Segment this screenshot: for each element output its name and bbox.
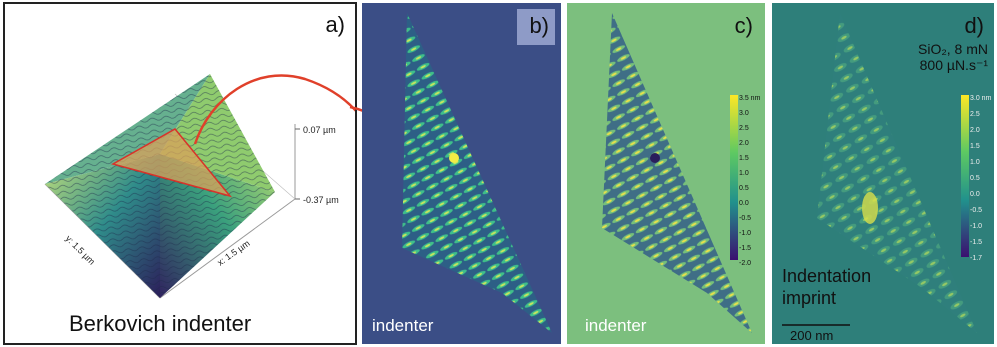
imprint-region xyxy=(602,13,752,333)
colorbar-c-tick: -1.0 xyxy=(739,230,752,237)
panel-d-annotation: SiO₂, 8 mN 800 µN.s⁻¹ xyxy=(918,41,988,73)
scale-bar-label: 200 nm xyxy=(790,328,834,343)
colorbar-d-tick: 3.0 nm xyxy=(970,95,992,102)
colorbar-d-tick: 2.0 xyxy=(970,127,980,134)
arrow-to-panel-b xyxy=(193,74,355,145)
caption-line-1: Indentation xyxy=(782,266,872,286)
panel-b-caption: indenter xyxy=(372,316,434,335)
panel-c-label: c) xyxy=(734,13,753,38)
colorbar-c-tick: -2.0 xyxy=(739,260,752,267)
imprint-region xyxy=(817,13,977,333)
colorbar-d-tick: 2.5 xyxy=(970,111,980,118)
colorbar-c-tick: -1.5 xyxy=(739,245,752,252)
colorbar-c-tick: 1.0 xyxy=(739,170,749,177)
colorbar-c-tick: 2.5 xyxy=(739,125,749,132)
colorbar-d-tick: -0.5 xyxy=(970,207,983,214)
colorbar-d-tick: 1.0 xyxy=(970,159,980,166)
colorbar-c-tick: 0.5 xyxy=(739,185,749,192)
colorbar-d-tick: 0.0 xyxy=(970,191,980,198)
colorbar-d-tick: 0.5 xyxy=(970,175,980,182)
panel-d-map xyxy=(782,13,977,333)
colorbar-c-tick: 2.0 xyxy=(739,140,749,147)
panel-c-caption: indenter xyxy=(585,316,647,335)
panel-c-map xyxy=(602,13,752,333)
colorbar-d-ticks: 3.0 nm 2.5 2.0 1.5 1.0 0.5 0.0 -0.5 -1.0… xyxy=(970,91,994,267)
colorbar-d-tick: -1.7 xyxy=(970,255,983,262)
z-top-label: 0.07 µm xyxy=(303,125,336,135)
panel-b-label: b) xyxy=(529,13,549,38)
colorbar-d-tick: -1.5 xyxy=(970,239,983,246)
panel-a-3d-indenter: 0.07 µm -0.37 µm x: 1.5 µm y: 1.5 µm a) … xyxy=(3,2,357,345)
colorbar-c-tick: 1.5 xyxy=(739,155,749,162)
panel-d-caption: Indentation imprint xyxy=(782,265,871,309)
panel-c-afm-image: c) 3.5 nm 3.0 2.5 2.0 1.5 1.0 0.5 0.0 -0… xyxy=(567,3,765,344)
colorbar-c-ticks: 3.5 nm 3.0 2.5 2.0 1.5 1.0 0.5 0.0 -0.5 … xyxy=(739,91,765,271)
imprint-region xyxy=(402,13,552,333)
y-axis-label: y: 1.5 µm xyxy=(64,233,97,266)
colorbar-c-tick: 3.0 xyxy=(739,110,749,117)
panel-b-map xyxy=(402,13,552,333)
z-bottom-label: -0.37 µm xyxy=(303,195,339,205)
indenter-3d-render: 0.07 µm -0.37 µm x: 1.5 µm y: 1.5 µm xyxy=(44,74,355,299)
panel-a-label: a) xyxy=(325,12,345,37)
colorbar-d-tick: -1.0 xyxy=(970,223,983,230)
panel-b-afm-image: b) indenter xyxy=(362,3,561,344)
colorbar-c-tick: 0.0 xyxy=(739,200,749,207)
panel-d-label: d) xyxy=(964,13,984,38)
loading-rate-label: 800 µN.s⁻¹ xyxy=(919,57,988,73)
colorbar-d-tick: 1.5 xyxy=(970,143,980,150)
colorbar-c-tick: 3.5 nm xyxy=(739,95,761,102)
panel-a-caption: Berkovich indenter xyxy=(69,311,252,336)
colorbar-c-tick: -0.5 xyxy=(739,215,752,222)
material-label: SiO₂, 8 mN xyxy=(918,41,988,57)
panel-d-afm-image: d) SiO₂, 8 mN 800 µN.s⁻¹ 3.0 nm 2.5 2.0 … xyxy=(772,3,994,344)
highlighted-facet-triangle xyxy=(111,128,233,198)
colorbar-c xyxy=(730,95,738,260)
colorbar-d xyxy=(961,95,969,257)
caption-line-2: imprint xyxy=(782,288,837,308)
